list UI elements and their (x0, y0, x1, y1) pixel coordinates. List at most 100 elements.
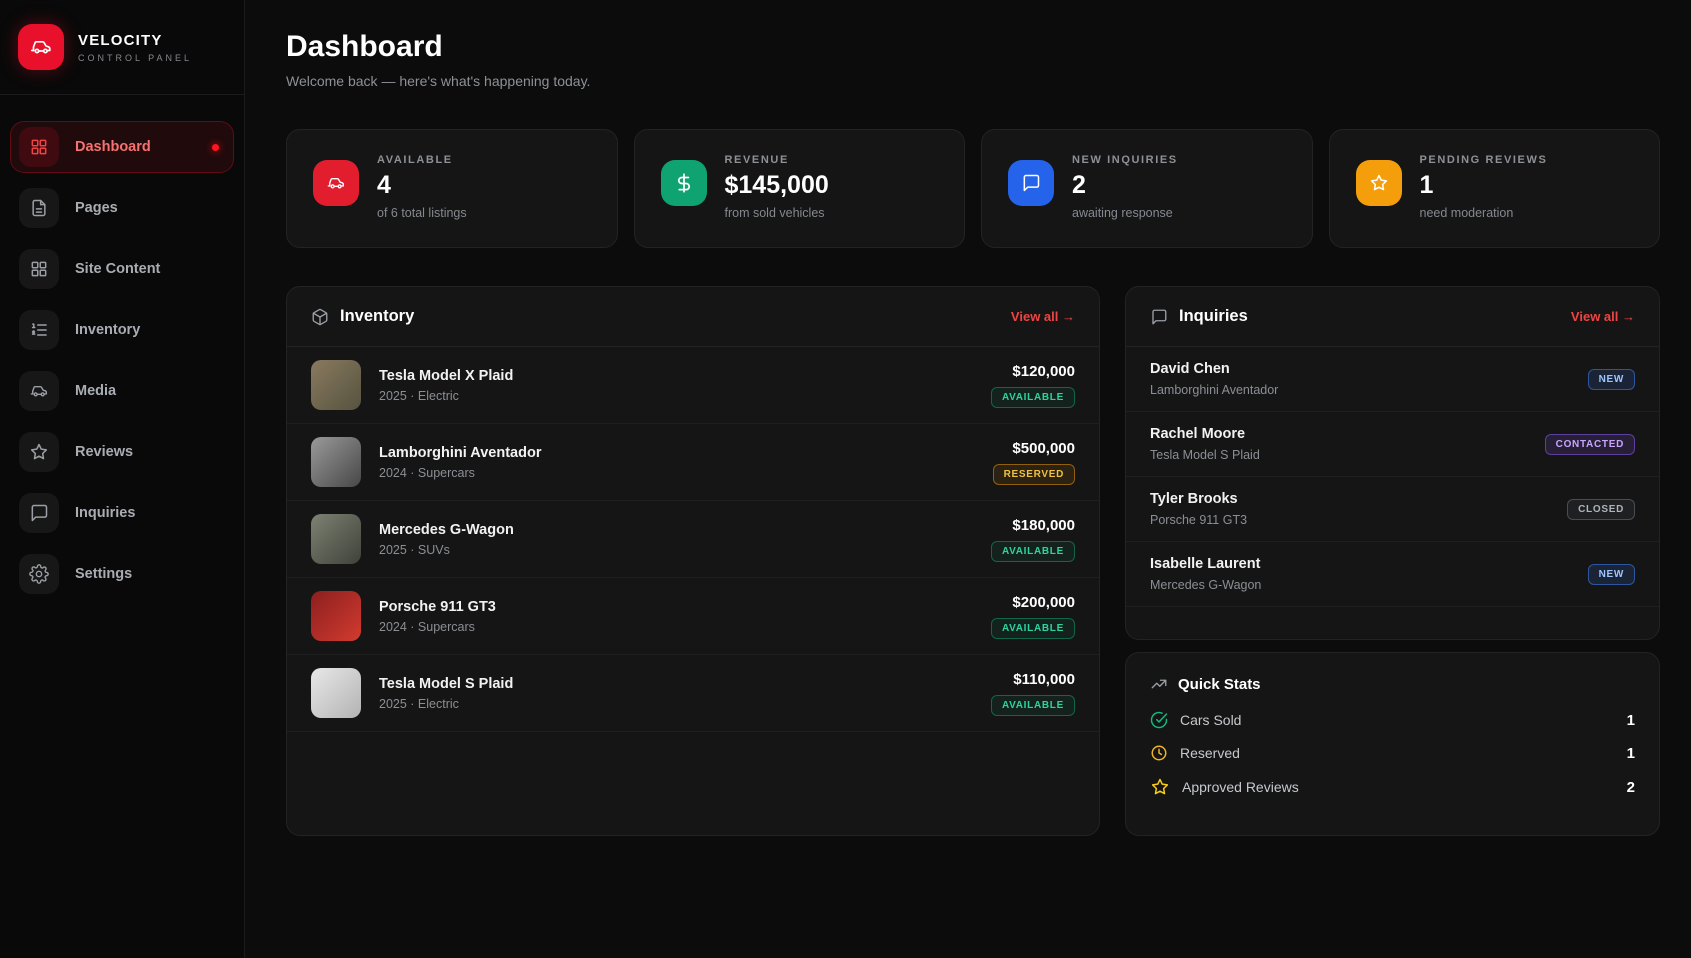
vehicle-price: $180,000 (1012, 516, 1075, 534)
grid-icon (19, 249, 59, 289)
inquiry-vehicle: Porsche 911 GT3 (1150, 513, 1248, 527)
gear-icon (19, 554, 59, 594)
inquiry-status-badge: NEW (1587, 563, 1635, 585)
sidebar-item-label: Dashboard (75, 139, 151, 155)
grid-icon (19, 127, 59, 167)
vehicle-meta: 2024 · Supercars (379, 619, 475, 634)
inventory-row[interactable]: Tesla Model S Plaid 2025 · Electric $110… (287, 655, 1099, 732)
sidebar-item-label: Inventory (75, 322, 141, 338)
dollar-icon (660, 160, 707, 206)
stat-value: 4 (377, 171, 391, 199)
quick-stat-value: 2 (1626, 778, 1635, 796)
stat-card: PENDING REVIEWS 1 need moderation (1328, 129, 1660, 248)
inventory-row[interactable]: Tesla Model X Plaid 2025 · Electric $120… (287, 347, 1099, 424)
stat-label: REVENUE (724, 154, 789, 166)
stat-cards: AVAILABLE 4 of 6 total listings REVENUE … (286, 129, 1660, 248)
status-badge: RESERVED (992, 463, 1075, 485)
page-subtitle: Welcome back — here's what's happening t… (286, 73, 591, 89)
status-badge: AVAILABLE (990, 694, 1075, 716)
inquiry-status-badge: CONTACTED (1544, 433, 1635, 455)
sidebar-item-site-content[interactable]: Site Content (10, 243, 234, 295)
sidebar-item-label: Reviews (75, 444, 134, 460)
inquiry-row[interactable]: Tyler Brooks Porsche 911 GT3 CLOSED (1126, 477, 1659, 542)
inquiry-name: Tyler Brooks (1150, 491, 1238, 507)
sidebar-item-inventory[interactable]: Inventory (10, 304, 234, 356)
quick-stats-title: Quick Stats (1178, 675, 1261, 693)
vehicle-meta: 2025 · SUVs (379, 542, 450, 557)
inquiries-view-all-link[interactable]: View all → (1570, 309, 1635, 324)
vehicle-thumbnail (311, 360, 361, 410)
check-icon (1150, 711, 1168, 729)
inquiries-panel: Inquiries View all → David Chen Lamborgh… (1125, 286, 1660, 640)
inventory-view-all-link[interactable]: View all → (1010, 309, 1075, 324)
vehicle-thumbnail (311, 668, 361, 718)
sidebar-item-pages[interactable]: Pages (10, 182, 234, 234)
vehicle-meta: 2025 · Electric (379, 696, 459, 711)
stat-value: $145,000 (724, 171, 829, 199)
quick-stat-label: Reserved (1180, 745, 1240, 761)
stat-subtext: need moderation (1419, 206, 1514, 220)
brand-name: VELOCITY (78, 31, 163, 49)
vehicle-thumbnail (311, 437, 361, 487)
inquiry-row[interactable]: Rachel Moore Tesla Model S Plaid CONTACT… (1126, 412, 1659, 477)
content-grid: Inventory View all → Tesla Model X Plaid… (286, 286, 1660, 836)
status-badge: AVAILABLE (990, 540, 1075, 562)
list-ordered-icon (19, 310, 59, 350)
inquiry-status-badge: NEW (1587, 368, 1635, 390)
vehicle-name: Tesla Model X Plaid (379, 367, 514, 384)
inventory-panel: Inventory View all → Tesla Model X Plaid… (286, 286, 1100, 836)
stat-subtext: of 6 total listings (377, 206, 467, 220)
chat-icon (1008, 160, 1054, 206)
sidebar-item-dashboard[interactable]: Dashboard (10, 121, 234, 173)
inventory-row[interactable]: Porsche 911 GT3 2024 · Supercars $200,00… (287, 578, 1099, 655)
vehicle-thumbnail (311, 514, 361, 564)
inquiry-name: Rachel Moore (1150, 426, 1246, 442)
inquiries-header: Inquiries View all → (1126, 287, 1659, 347)
sidebar-item-media[interactable]: Media (10, 365, 234, 417)
active-dot (212, 143, 219, 151)
inquiry-name: Isabelle Laurent (1150, 556, 1261, 572)
brand-car-icon (18, 24, 64, 70)
inquiry-vehicle: Tesla Model S Plaid (1150, 448, 1260, 462)
quick-stat-row: Approved Reviews 2 (1150, 777, 1635, 797)
sidebar: VELOCITY CONTROL PANEL Dashboard Pages S… (0, 0, 245, 958)
vehicle-thumbnail (311, 591, 361, 641)
brand: VELOCITY CONTROL PANEL (0, 0, 244, 95)
brand-text: VELOCITY CONTROL PANEL (78, 32, 192, 63)
chat-icon (19, 493, 59, 533)
car-icon (313, 160, 359, 206)
inquiry-row[interactable]: David Chen Lamborghini Aventador NEW (1126, 347, 1659, 412)
inquiries-title: Inquiries (1179, 307, 1248, 325)
sidebar-item-settings[interactable]: Settings (10, 548, 234, 600)
sidebar-item-label: Media (75, 383, 117, 399)
main-content: Dashboard Welcome back — here's what's h… (245, 0, 1691, 958)
file-icon (19, 188, 59, 228)
inventory-row[interactable]: Mercedes G-Wagon 2025 · SUVs $180,000 AV… (287, 501, 1099, 578)
vehicle-name: Lamborghini Aventador (379, 444, 542, 461)
vehicle-price: $110,000 (1013, 670, 1075, 688)
inventory-row[interactable]: Lamborghini Aventador 2024 · Supercars $… (287, 424, 1099, 501)
sidebar-nav: Dashboard Pages Site Content Inventory M… (0, 95, 244, 626)
car-icon (19, 371, 59, 411)
brand-subtitle: CONTROL PANEL (78, 52, 193, 63)
inquiry-row[interactable]: Isabelle Laurent Mercedes G-Wagon NEW (1126, 542, 1659, 607)
star-icon (19, 432, 59, 472)
status-badge: AVAILABLE (990, 617, 1075, 639)
clock-icon (1150, 744, 1168, 762)
stat-label: NEW INQUIRIES (1072, 154, 1178, 166)
sidebar-item-reviews[interactable]: Reviews (10, 426, 234, 478)
chat-icon (1150, 308, 1168, 326)
status-badge: AVAILABLE (990, 386, 1075, 408)
quick-stat-value: 1 (1626, 711, 1635, 729)
inquiry-status-badge: CLOSED (1567, 498, 1635, 520)
quick-stat-row: Cars Sold 1 (1150, 711, 1635, 729)
stat-value: 2 (1072, 171, 1086, 199)
stat-label: PENDING REVIEWS (1419, 154, 1548, 166)
inquiry-name: David Chen (1150, 361, 1230, 377)
vehicle-price: $120,000 (1012, 362, 1075, 380)
right-column: Inquiries View all → David Chen Lamborgh… (1125, 286, 1660, 836)
vehicle-meta: 2024 · Supercars (379, 465, 475, 480)
sidebar-item-inquiries[interactable]: Inquiries (10, 487, 234, 539)
sidebar-item-label: Inquiries (75, 505, 136, 521)
quick-stat-label: Approved Reviews (1182, 779, 1299, 795)
